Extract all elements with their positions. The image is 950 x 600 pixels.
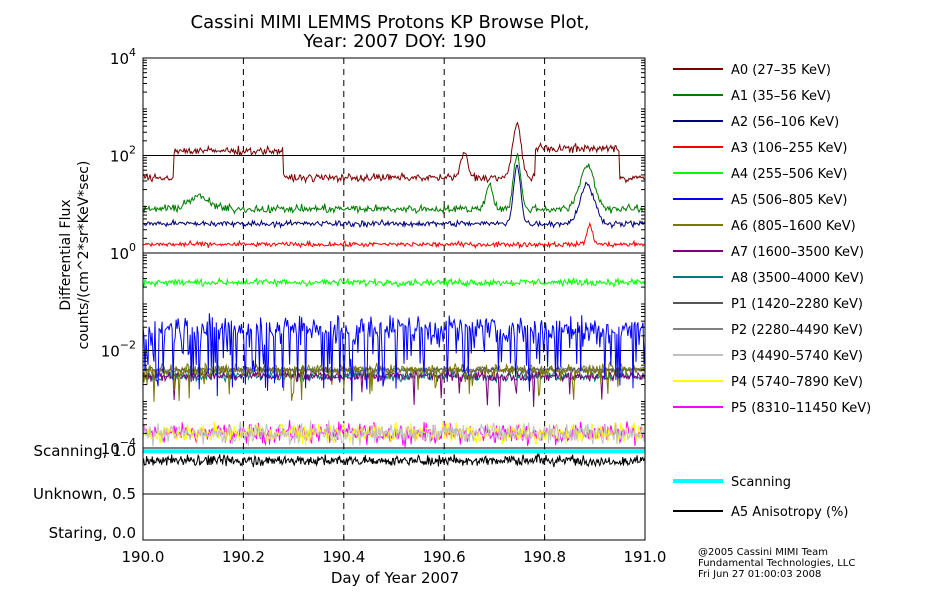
- y-ticks: 104 102 100 10−2 10−4: [101, 46, 645, 458]
- x-tick-label: 190.8: [523, 548, 566, 566]
- legend: A0 (27–35 KeV) A1 (35–56 KeV) A2 (56–106 K…: [673, 63, 871, 416]
- mode-legend-entry: Scanning: [731, 475, 791, 490]
- legend-entry: A5 (506–805 KeV): [731, 193, 847, 208]
- mode-label: Unknown, 0.5: [33, 485, 136, 503]
- mode-panel-frame: [142, 447, 646, 541]
- credit-line-2: Fundamental Technologies, LLC: [698, 558, 855, 569]
- x-tick-label: 190.0: [122, 548, 165, 566]
- x-tick-label: 190.4: [322, 548, 365, 566]
- credit-line-3: Fri Jun 27 01:00:03 2008: [698, 569, 821, 580]
- credit-line-1: @2005 Cassini MIMI Team: [698, 547, 828, 558]
- legend-entry: P4 (5740–7890 KeV): [731, 375, 863, 390]
- flux-traces: [142, 121, 646, 448]
- series-trace-2: [142, 164, 646, 230]
- mode-legend-entry: A5 Anisotropy (%): [731, 505, 848, 520]
- legend-entry: A3 (106–255 KeV): [731, 141, 847, 156]
- mode-traces: [142, 449, 646, 468]
- mode-ticks: Scanning, 1.0 Unknown, 0.5 Staring, 0.0: [33, 442, 136, 542]
- legend-entry: P3 (4490–5740 KeV): [731, 349, 863, 364]
- y-tick-label: 102: [110, 144, 136, 166]
- y-tick-label: 10−4: [101, 436, 136, 458]
- legend-entry: P5 (8310–11450 KeV): [731, 401, 871, 416]
- series-trace-1: [142, 153, 646, 215]
- series-trace-0: [142, 121, 646, 185]
- legend-entry: A7 (1600–3500 KeV): [731, 245, 864, 260]
- anisotropy-trace: [142, 452, 646, 468]
- x-ticks: 190.0 190.2 190.4 190.6 190.8 191.0: [122, 534, 667, 566]
- mode-legend: Scanning A5 Anisotropy (%): [673, 475, 848, 520]
- legend-entry: A0 (27–35 KeV): [731, 63, 831, 78]
- series-trace-7: [142, 367, 646, 407]
- chart-title: Cassini MIMI LEMMS Protons KP Browse Plo…: [191, 12, 590, 33]
- x-axis-label: Day of Year 2007: [331, 569, 459, 587]
- chart-subtitle: Year: 2007 DOY: 190: [303, 31, 487, 52]
- legend-entry: A4 (255–506 KeV): [731, 167, 847, 182]
- legend-entry: A2 (56–106 KeV): [731, 115, 839, 130]
- series-trace-4: [142, 276, 646, 289]
- x-tick-label: 191.0: [624, 548, 667, 566]
- series-trace-11: [142, 420, 646, 447]
- y-axis-label-line2: counts/(cm^2*sr*KeV*sec): [76, 161, 92, 350]
- series-trace-5: [142, 313, 646, 402]
- x-tick-label: 190.6: [423, 548, 466, 566]
- y-axis-label-line1: Differential Flux: [58, 199, 74, 310]
- mode-label: Staring, 0.0: [49, 524, 136, 542]
- legend-entry: P1 (1420–2280 KeV): [731, 297, 863, 312]
- legend-entry: A1 (35–56 KeV): [731, 89, 831, 104]
- y-tick-label: 100: [110, 241, 136, 263]
- y-tick-label: 10−2: [101, 339, 136, 361]
- y-tick-label: 104: [110, 46, 136, 68]
- series-trace-6: [142, 360, 646, 402]
- series-trace-3: [142, 221, 646, 250]
- legend-entry: P2 (2280–4490 KeV): [731, 323, 863, 338]
- x-tick-label: 190.2: [222, 548, 265, 566]
- legend-entry: A6 (805–1600 KeV): [731, 219, 856, 234]
- mode-label: Scanning, 1.0: [33, 442, 136, 460]
- legend-entry: A8 (3500–4000 KeV): [731, 271, 864, 286]
